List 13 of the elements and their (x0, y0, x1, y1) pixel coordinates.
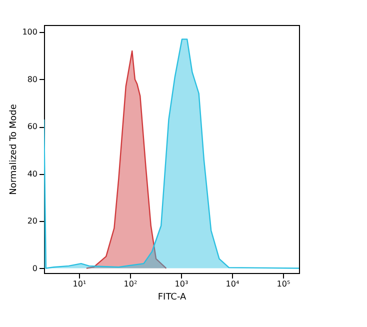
x-tick-label: 10² (124, 280, 138, 288)
x-tick-label: 10³ (174, 280, 188, 288)
y-tick-label: 60 (27, 122, 38, 132)
y-tick-label: 0 (32, 264, 38, 273)
x-tick-label: 10¹ (72, 280, 86, 288)
y-tick-label: 40 (27, 169, 38, 178)
y-tick-label: 100 (22, 28, 38, 37)
x-axis-title: FITC-A (158, 292, 187, 302)
x-tick-label: 10⁴ (226, 280, 240, 288)
x-tick-label: 10⁵ (276, 280, 290, 288)
y-tick-label: 80 (27, 74, 38, 84)
y-tick-label: 20 (27, 216, 38, 226)
y-axis-title: Normalized To Mode (9, 104, 20, 195)
